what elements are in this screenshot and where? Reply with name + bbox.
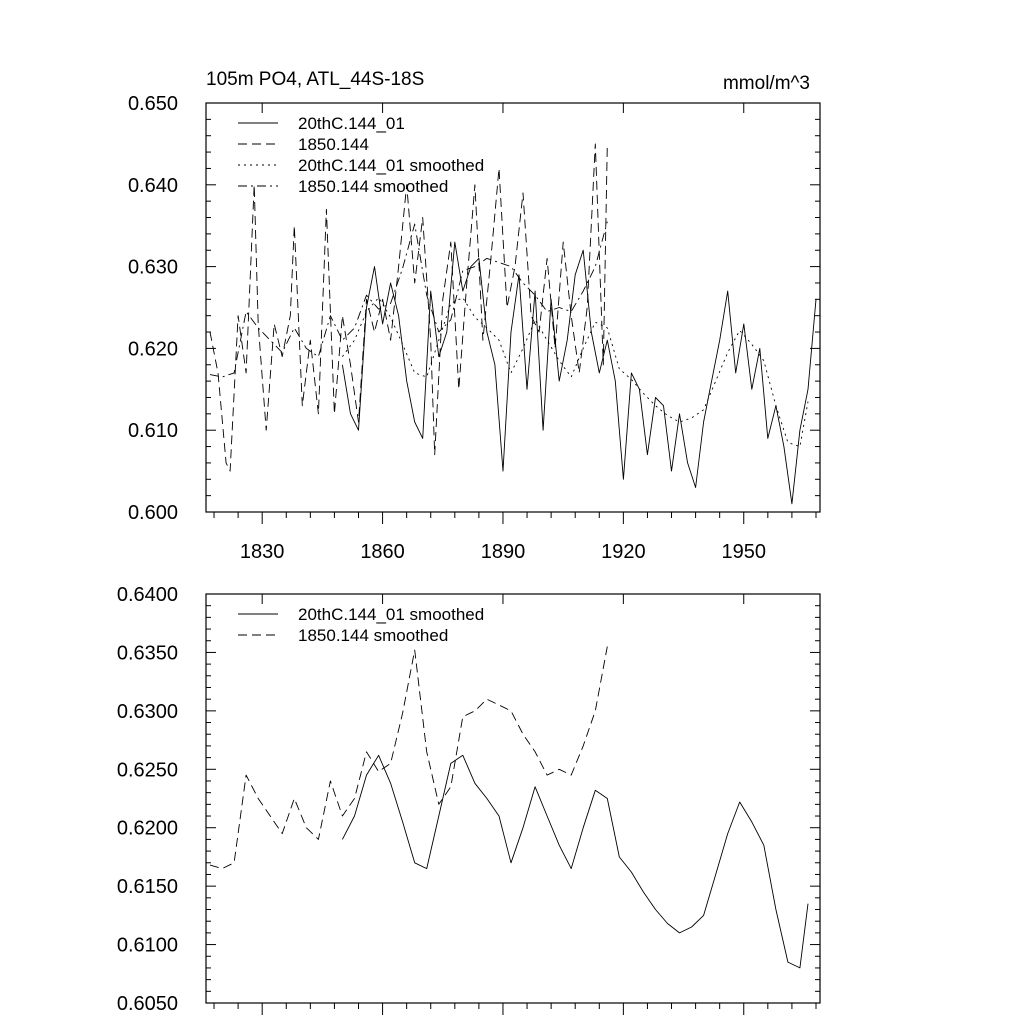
plot-frame [205, 102, 821, 513]
chart-top: 0.600 0.610 0.620 0.630 0.640 0.650 1830 1860 18… [128, 69, 821, 563]
legend-label: 1850.144 smoothed [298, 177, 448, 196]
x-tick-label: 1950 [722, 541, 767, 563]
y-tick-label: 0.630 [128, 257, 178, 279]
y-tick-label: 0.640 [128, 175, 178, 197]
series-line-20thc-144-01-smoothed [342, 754, 809, 969]
units-label: mmol/m^3 [723, 73, 810, 94]
legend-label: 20thC.144_01 [298, 114, 405, 133]
y-tick-label: 0.600 [128, 502, 178, 524]
y-tick-label: 0.6200 [117, 818, 178, 840]
series-line-1850-144-smoothed [209, 221, 608, 378]
y-tick-label: 0.6300 [117, 701, 178, 723]
x-tick-label: 1860 [360, 541, 405, 563]
legend-label: 1850.144 [298, 135, 369, 154]
y-tick-label: 0.6100 [117, 935, 178, 957]
x-tick-label: 1920 [601, 541, 646, 563]
chart-title: 105m PO4, ATL_44S-18S [206, 69, 424, 90]
series-line-20thc-144-01 [341, 241, 817, 505]
chart-bottom: 0.6050 0.6100 0.6150 0.6200 0.6250 0.6300 0.63… [117, 584, 821, 1015]
y-tick-label: 0.620 [128, 338, 178, 360]
x-tick-label: 1830 [240, 541, 285, 563]
y-tick-label: 0.650 [128, 93, 178, 115]
y-tick-label: 0.6150 [117, 876, 178, 898]
series-line-1850-144-smoothed [209, 646, 608, 870]
y-tick-label: 0.6050 [117, 993, 178, 1015]
legend-label: 20thC.144_01 smoothed [298, 156, 484, 175]
y-tick-label: 0.6400 [117, 584, 178, 606]
series-line-20thc-144-01-smoothed [342, 297, 809, 448]
series-line-1850-144 [209, 143, 608, 472]
legend-label: 20thC.144_01 smoothed [298, 605, 484, 624]
legend-label: 1850.144 smoothed [298, 626, 448, 645]
plot-frame [205, 593, 821, 1004]
x-tick-label: 1890 [481, 541, 526, 563]
y-tick-label: 0.6350 [117, 642, 178, 664]
y-tick-label: 0.6250 [117, 759, 178, 781]
y-tick-label: 0.610 [128, 420, 178, 442]
